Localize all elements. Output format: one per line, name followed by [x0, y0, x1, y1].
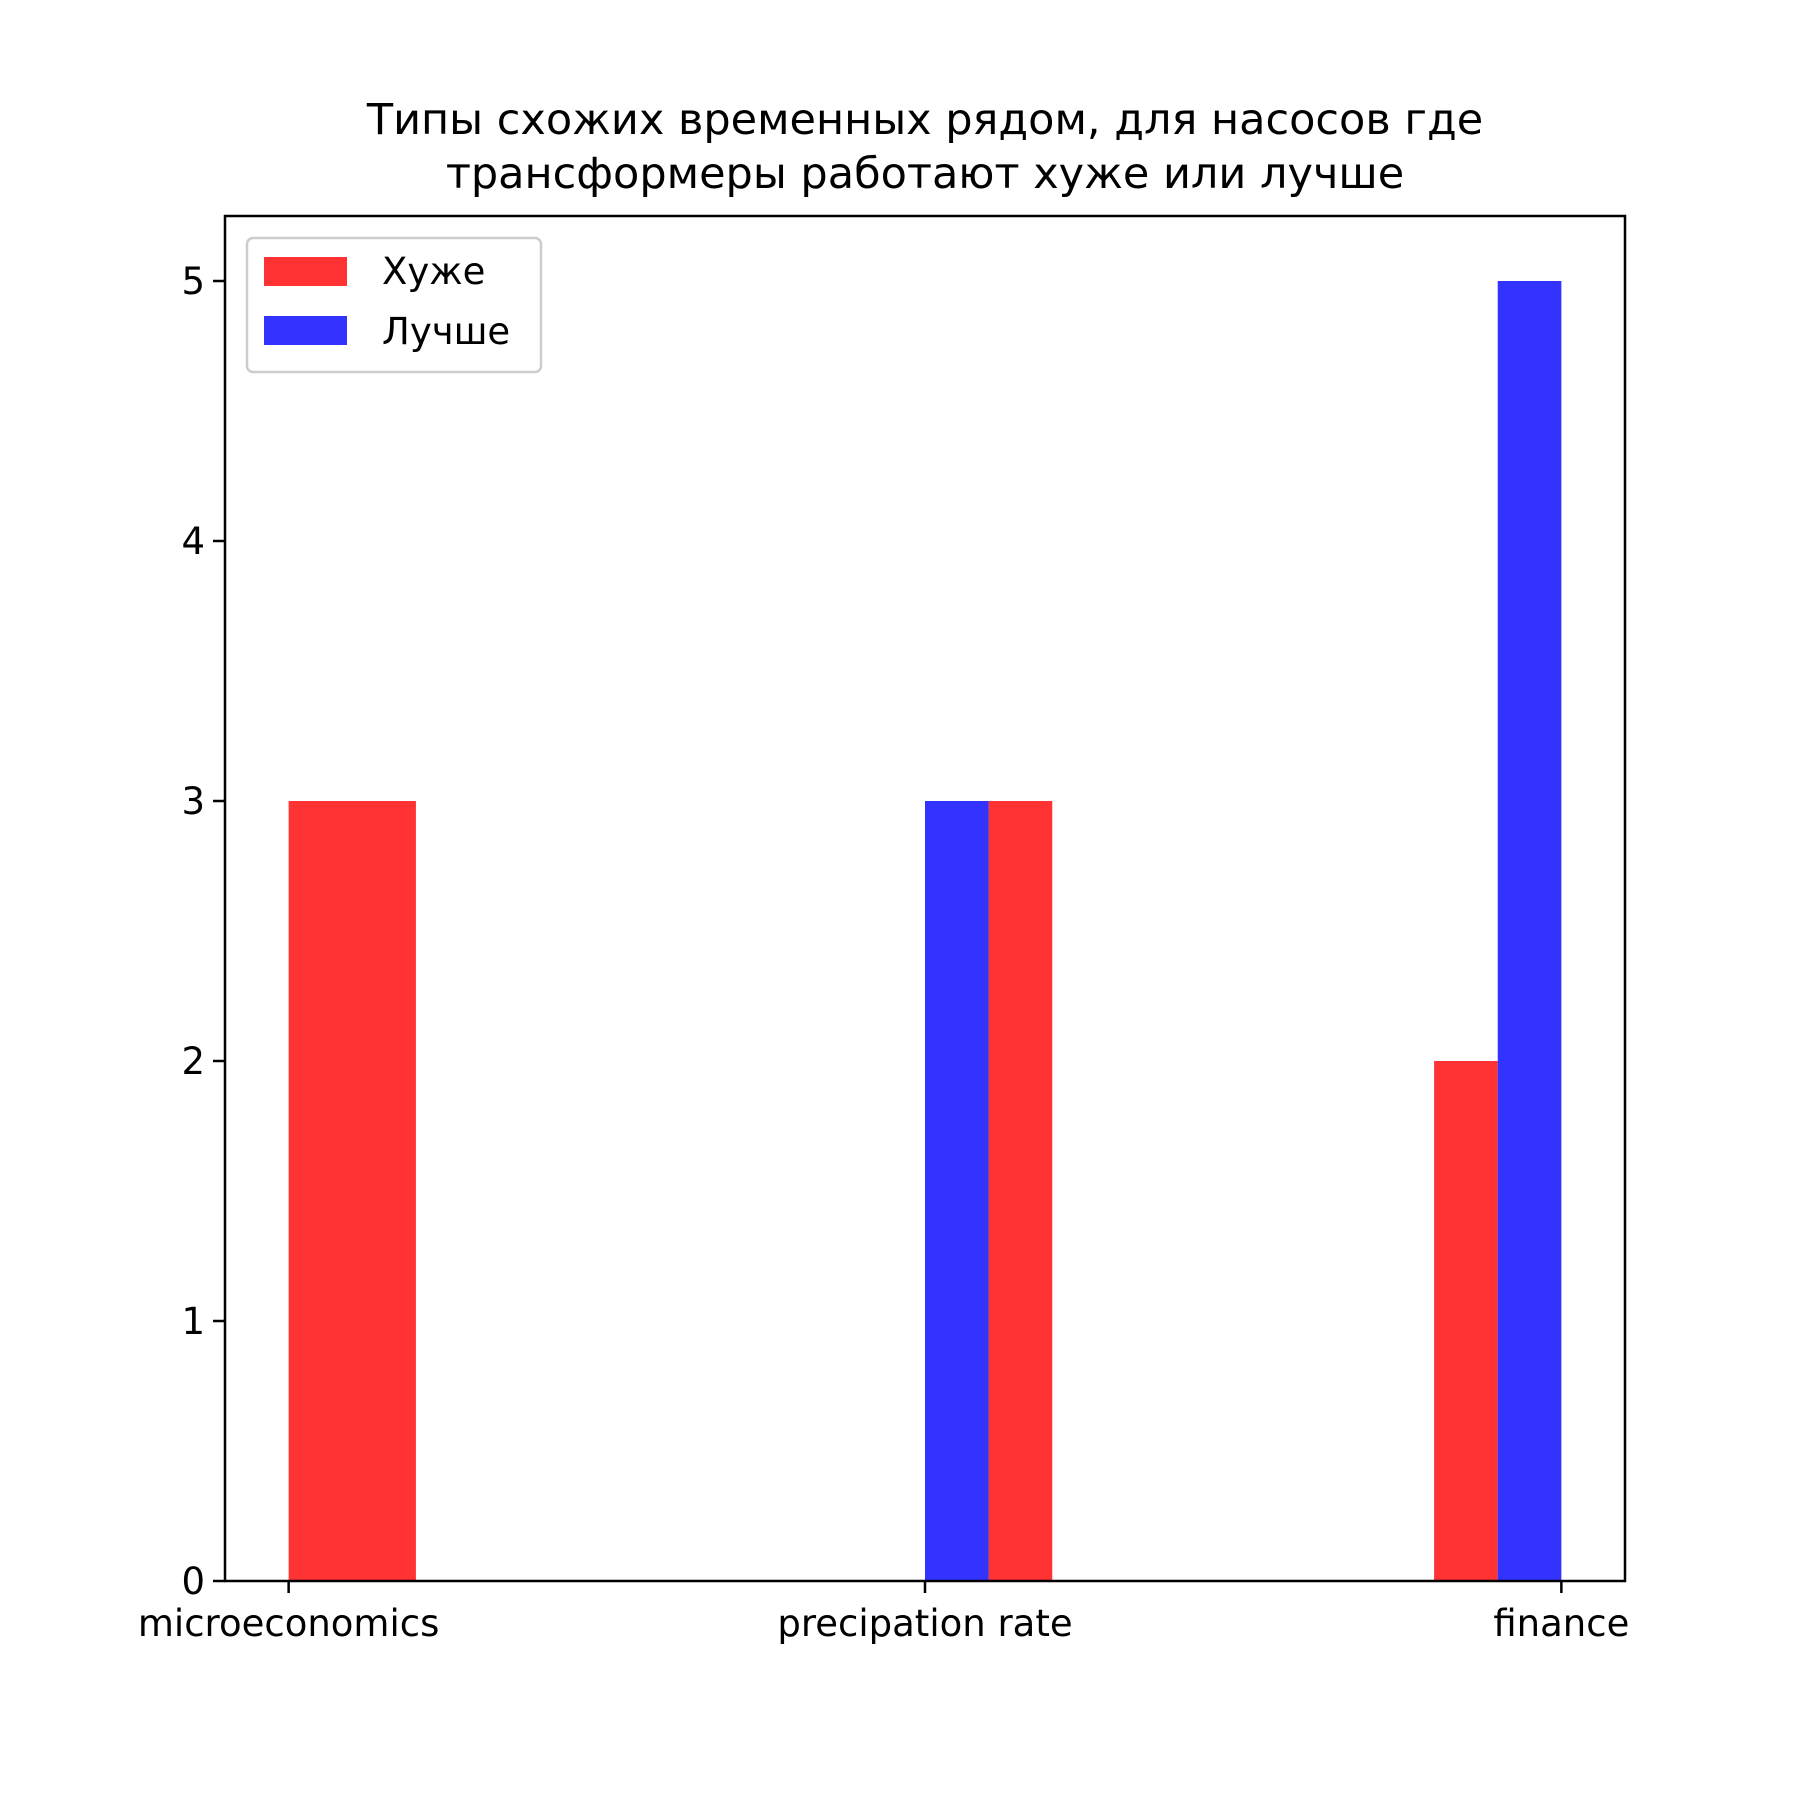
legend-label-worse: Хуже — [382, 250, 485, 293]
bar-better-1 — [1497, 281, 1562, 1581]
bars-group — [288, 281, 1562, 1581]
x-tick-label: microeconomics — [138, 1602, 439, 1645]
y-tick-label: 5 — [181, 260, 205, 303]
legend: Хуже Лучше — [245, 236, 543, 374]
chart-title-line-2: трансформеры работают хуже или лучше — [446, 149, 1404, 199]
x-axis: microeconomics precipation rate finance — [138, 1581, 1629, 1645]
bar-worse-0 — [288, 801, 416, 1581]
y-tick-label: 0 — [181, 1560, 205, 1603]
y-tick-label: 1 — [181, 1300, 205, 1343]
bar-worse-2 — [1434, 1061, 1498, 1581]
y-tick-label: 3 — [181, 780, 205, 823]
x-tick-label: finance — [1493, 1602, 1629, 1645]
y-tick-label: 4 — [181, 520, 205, 563]
y-axis: 0 1 2 3 4 5 — [181, 260, 225, 1603]
bar-worse-1 — [988, 801, 1053, 1581]
y-tick-label: 2 — [181, 1040, 205, 1083]
legend-swatch-worse — [264, 257, 347, 286]
chart-title-line-1: Типы схожих временных рядом, для насосов… — [366, 95, 1483, 145]
legend-swatch-better — [264, 316, 347, 345]
bar-better-0 — [925, 801, 989, 1581]
x-tick-label: precipation rate — [777, 1602, 1072, 1645]
legend-label-better: Лучше — [382, 310, 510, 353]
